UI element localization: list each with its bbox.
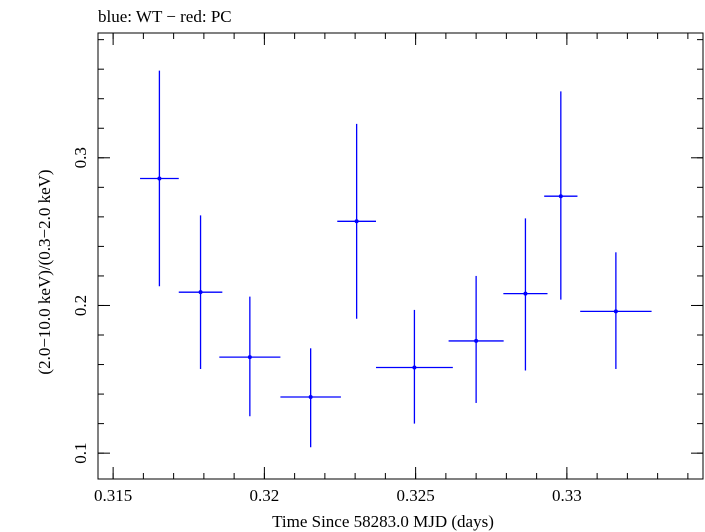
point-marker: [354, 219, 359, 224]
x-tick-label: 0.325: [397, 486, 435, 505]
point-marker: [412, 365, 417, 370]
data-points: [140, 70, 652, 448]
chart-title: blue: WT − red: PC: [98, 7, 232, 26]
x-tick-labels: 0.315 0.32 0.325 0.33: [94, 486, 582, 505]
x-axis-label: Time Since 58283.0 MJD (days): [272, 512, 494, 531]
axis-ticks: [98, 33, 703, 479]
x-tick-label: 0.33: [552, 486, 582, 505]
x-tick-label: 0.32: [250, 486, 280, 505]
point-marker: [308, 395, 313, 400]
y-axis-label: (2.0−10.0 keV)/(0.3−2.0 keV): [35, 169, 54, 374]
point-marker: [247, 355, 252, 360]
y-tick-label: 0.3: [71, 147, 90, 168]
data-point: [448, 275, 504, 403]
x-tick-label: 0.315: [94, 486, 132, 505]
data-point: [280, 348, 341, 448]
point-marker: [157, 176, 162, 181]
y-tick-label: 0.2: [71, 295, 90, 316]
point-marker: [613, 309, 618, 314]
data-point: [375, 309, 453, 424]
data-point: [503, 218, 548, 371]
data-point: [544, 91, 578, 300]
y-tick-label: 0.1: [71, 443, 90, 464]
data-point: [140, 70, 179, 287]
y-tick-labels: 0.1 0.2 0.3: [71, 147, 90, 464]
point-marker: [558, 194, 563, 199]
point-marker: [474, 338, 479, 343]
point-marker: [523, 291, 528, 296]
data-point: [580, 252, 652, 369]
point-marker: [198, 290, 203, 295]
plot-frame: [97, 32, 704, 480]
data-point: [219, 296, 281, 417]
data-point: [178, 215, 223, 369]
data-point: [337, 123, 376, 319]
